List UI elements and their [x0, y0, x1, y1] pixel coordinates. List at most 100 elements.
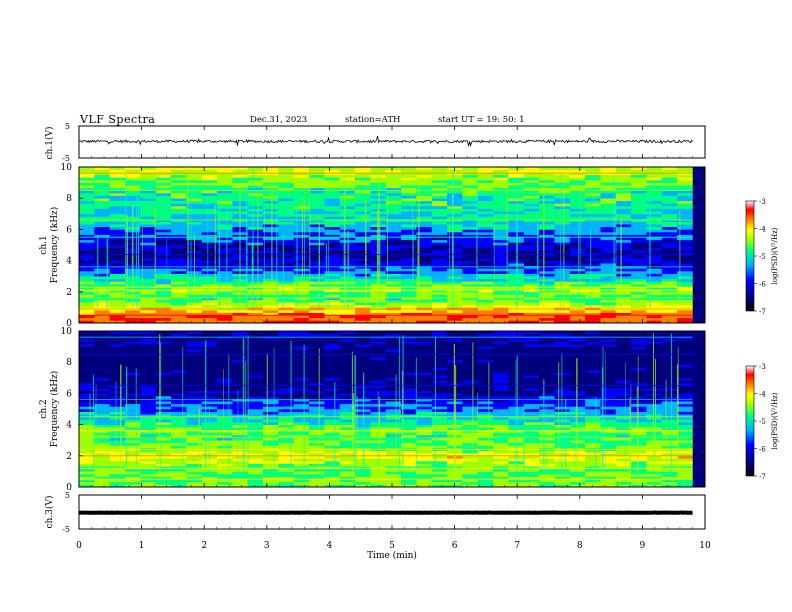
spectrogram-cell	[79, 195, 95, 199]
spectrogram-cell	[462, 435, 478, 438]
spectrogram-cell	[309, 427, 325, 431]
spectrogram-cell	[94, 224, 110, 228]
spectrogram-cell	[431, 185, 448, 189]
spectrogram-cell	[493, 414, 509, 418]
spectrogram-cell	[370, 385, 386, 389]
spectrogram-cell	[293, 167, 310, 170]
spectrogram-cell	[615, 208, 632, 212]
spectrogram-cell	[370, 383, 386, 386]
spectrogram-cell	[462, 232, 478, 235]
spectrogram-cell	[201, 294, 218, 298]
spectrogram-cell	[109, 265, 126, 269]
spectrogram-cell	[94, 239, 110, 243]
spectrogram-cell	[401, 291, 417, 295]
spectrogram-cell	[539, 419, 555, 423]
spectrogram-cell	[247, 458, 264, 462]
spectrogram-cell	[385, 401, 402, 405]
spectrogram-cell	[263, 461, 279, 464]
spectrogram-cell	[309, 474, 325, 477]
spectrogram-cell	[447, 232, 463, 235]
spectrogram-cell	[309, 229, 325, 233]
spectrogram-cell	[416, 291, 432, 295]
spectrogram-cell	[293, 453, 310, 457]
spectrogram-cell	[523, 398, 540, 402]
spectrogram-cell	[661, 234, 678, 238]
spectrogram-cell	[631, 208, 647, 212]
spectrogram-cell	[324, 271, 340, 274]
spectrogram-cell	[661, 185, 678, 189]
spectrogram-cell	[217, 315, 233, 319]
spectrogram-cell	[109, 281, 126, 285]
spectrogram-cell	[569, 187, 586, 191]
spectrogram-cell	[615, 271, 632, 274]
spectrogram-cell	[232, 422, 248, 425]
spectrogram-cell	[677, 463, 693, 467]
spectrogram-cell	[554, 471, 570, 475]
spectrogram-cell	[247, 208, 264, 212]
spectrogram-cell	[631, 263, 647, 267]
spectrogram-cell	[523, 208, 540, 212]
spectrogram-cell	[140, 200, 156, 204]
spectrogram-cell	[661, 432, 678, 436]
spectrogram-cell	[94, 437, 110, 441]
spectrogram-cell	[155, 372, 172, 376]
spectrogram-cell	[278, 380, 294, 384]
spectrogram-cell	[462, 484, 478, 488]
spectrogram-cell	[140, 213, 156, 217]
spectrogram-cell	[324, 216, 340, 220]
spectrogram-cell	[447, 278, 463, 282]
spectrogram-cell	[600, 187, 617, 191]
spectrogram-cell	[631, 354, 647, 358]
spectrogram-cell	[615, 315, 632, 319]
spectrogram-cell	[109, 180, 126, 183]
spectrogram-cell	[309, 466, 325, 470]
spectrogram-cell	[339, 409, 356, 412]
spectrogram-cell	[186, 185, 202, 189]
spectrogram-cell	[186, 351, 202, 355]
spectrogram-cell	[661, 278, 678, 282]
spectrogram-cell	[585, 180, 601, 183]
spectrogram-cell	[416, 409, 432, 412]
spectrogram-cell	[247, 346, 264, 350]
spectrogram-cell	[247, 245, 264, 248]
spectrogram-cell	[79, 265, 95, 269]
spectrogram-cell	[416, 419, 432, 423]
spectrogram-cell	[462, 476, 478, 480]
spectrogram-cell	[493, 195, 509, 199]
spectrogram-cell	[232, 437, 248, 441]
spectrogram-cell	[569, 268, 586, 272]
spectrogram-cell	[646, 320, 663, 324]
spectrogram-cell	[462, 221, 478, 225]
spectrogram-cell	[140, 198, 156, 202]
spectrogram-cell	[140, 484, 156, 488]
spectrogram-cell	[631, 247, 647, 251]
spectrogram-cell	[569, 479, 586, 483]
spectrogram-cell	[493, 344, 509, 347]
spectrogram-cell	[232, 338, 248, 342]
spectrogram-cell	[646, 354, 663, 358]
spectrogram-cell	[293, 442, 310, 446]
spectrogram-cell	[539, 333, 555, 337]
spectrogram-cell	[355, 200, 371, 204]
spectrogram-cell	[447, 213, 463, 217]
spectrogram-cell	[339, 419, 356, 423]
spectrogram-cell	[125, 351, 141, 355]
spectrogram-cell	[661, 453, 678, 457]
spectrogram-cell	[401, 359, 417, 363]
spectrogram-cell	[600, 458, 617, 462]
spectrogram-cell	[615, 167, 632, 170]
spectrogram-cell	[677, 333, 693, 337]
spectrogram-cell	[339, 372, 356, 376]
spectrogram-cell	[569, 219, 586, 222]
spectrogram-cell	[171, 476, 187, 480]
spectrogram-cell	[125, 344, 141, 347]
spectrogram-cell	[677, 468, 693, 472]
spectrogram-cell	[109, 302, 126, 306]
spectrogram-cell	[125, 445, 141, 449]
spectrogram-cell	[677, 359, 693, 363]
spectrogram-cell	[646, 221, 663, 225]
spectrogram-cell	[125, 380, 141, 384]
spectrogram-cell	[447, 174, 463, 178]
spectrogram-cell	[569, 237, 586, 241]
spectrogram-cell	[523, 213, 540, 217]
